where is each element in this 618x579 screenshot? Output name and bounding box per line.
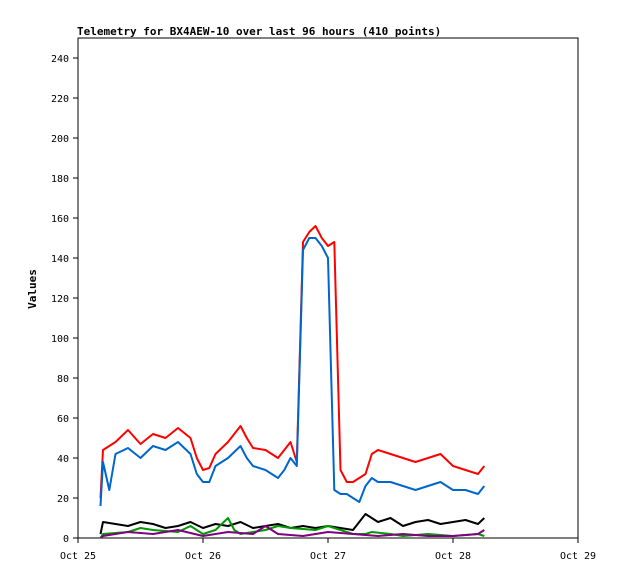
x-axis: Oct 25 Oct 26 Oct 27 Oct 28 Oct 29: [60, 538, 596, 562]
x-tick-label: Oct 26: [185, 551, 221, 562]
y-tick-label: 60: [57, 414, 69, 425]
y-tick-label: 100: [51, 334, 69, 345]
y-tick-label: 140: [51, 254, 69, 265]
series-group: [99, 225, 486, 539]
x-tick-label: Oct 25: [60, 551, 96, 562]
y-tick-label: 80: [57, 374, 69, 385]
x-tick-label: Oct 29: [560, 551, 596, 562]
y-tick-label: 220: [51, 94, 69, 105]
y-tick-label: 0: [63, 534, 69, 545]
y-axis-label: Values: [26, 269, 39, 309]
x-tick-label: Oct 28: [435, 551, 471, 562]
y-tick-label: 240: [51, 54, 69, 65]
y-tick-label: 40: [57, 454, 69, 465]
y-tick-label: 20: [57, 494, 69, 505]
y-axis: 0 20 40 60 80 100 120 140 160 180 200 220 240: [51, 54, 78, 545]
chart-title: Telemetry for BX4AEW-10 over last 96 hou…: [77, 25, 441, 38]
y-tick-label: 180: [51, 174, 69, 185]
y-tick-label: 200: [51, 134, 69, 145]
y-tick-label: 120: [51, 294, 69, 305]
series-line-1: [99, 225, 486, 499]
y-tick-label: 160: [51, 214, 69, 225]
x-tick-label: Oct 27: [310, 551, 346, 562]
series-line-5: [99, 525, 485, 539]
series-line-2: [99, 237, 486, 507]
